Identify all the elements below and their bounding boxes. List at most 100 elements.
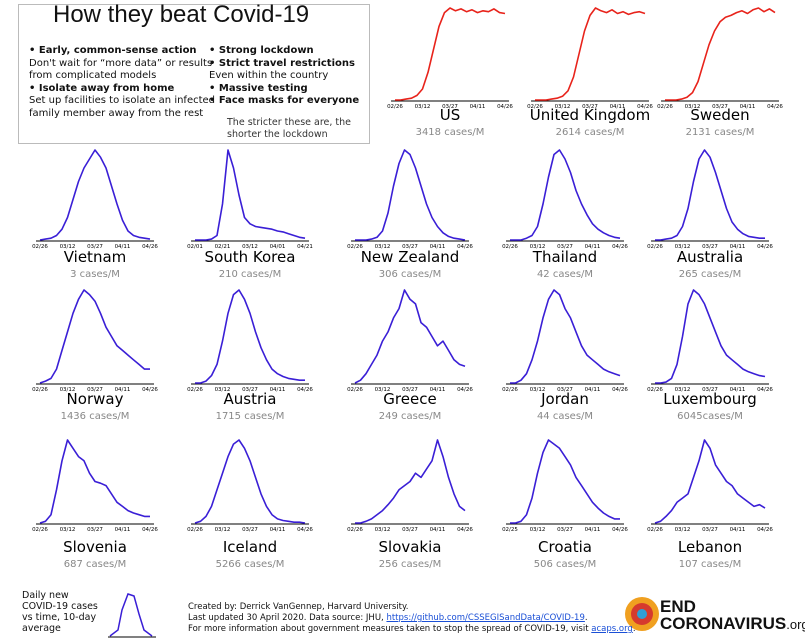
x-tick-label: 03/12	[215, 387, 231, 393]
text: Last updated 30 April 2020. Data source:…	[188, 613, 387, 623]
x-tick-label: 03/12	[415, 104, 431, 110]
x-tick-label: 04/26	[497, 104, 513, 110]
x-tick-label: 02/26	[187, 527, 203, 533]
text: For more information about government me…	[188, 624, 592, 634]
x-tick-label: 04/26	[637, 104, 653, 110]
chart-subtitle: 107 cases/M	[679, 559, 741, 570]
item-heading: Early, common-sense action	[29, 45, 219, 58]
x-tick-label: 02/26	[647, 244, 663, 250]
x-tick-label: 02/25	[502, 527, 518, 533]
x-tick-label: 04/26	[297, 387, 313, 393]
chart-subtitle: 2614 cases/M	[556, 127, 625, 138]
chart-subtitle: 3418 cases/M	[416, 127, 485, 138]
x-tick-label: 04/11	[115, 527, 131, 533]
series-line	[39, 289, 150, 384]
x-tick-label: 04/26	[757, 527, 773, 533]
chart-subtitle: 1715 cases/M	[216, 411, 285, 422]
x-tick-label: 03/27	[87, 527, 103, 533]
x-tick-label: 04/11	[585, 244, 601, 250]
chart-title: Lebanon	[678, 538, 742, 556]
x-tick-label: 04/11	[115, 387, 131, 393]
x-tick-label: 03/12	[375, 527, 391, 533]
x-tick-label: 02/26	[347, 387, 363, 393]
item-heading: Strong lockdown	[209, 45, 369, 58]
item-text: Don't wait for “more data” or results fr…	[29, 57, 213, 82]
footer-line: Last updated 30 April 2020. Data source:…	[188, 613, 636, 624]
x-tick-label: 02/26	[657, 104, 673, 110]
x-tick-label: 03/12	[555, 104, 571, 110]
chart-title: Norway	[67, 390, 124, 408]
x-tick-label: 03/27	[87, 244, 103, 250]
x-tick-label: 04/26	[612, 527, 628, 533]
x-tick-label: 04/11	[270, 387, 286, 393]
chart-title: South Korea	[205, 248, 296, 266]
x-tick-label: 03/12	[675, 244, 691, 250]
x-tick-label: 03/12	[60, 527, 76, 533]
x-tick-label: 03/12	[685, 104, 701, 110]
logo-word: CORONAVIRUS	[660, 614, 787, 633]
x-tick-label: 02/26	[527, 104, 543, 110]
chart-subtitle: 210 cases/M	[219, 269, 281, 280]
text: .	[632, 624, 636, 634]
x-tick-label: 02/01	[187, 244, 203, 250]
footer-line: For more information about government me…	[188, 624, 636, 635]
x-tick-label: 02/26	[32, 387, 48, 393]
series-line	[510, 149, 621, 241]
x-tick-label: 03/27	[442, 104, 458, 110]
x-tick-label: 04/11	[270, 527, 286, 533]
x-tick-label: 04/26	[142, 387, 158, 393]
x-tick-label: 02/26	[347, 244, 363, 250]
x-tick-label: 04/26	[457, 527, 473, 533]
x-tick-label: 03/12	[530, 527, 546, 533]
header-box: How they beat Covid-19 Early, common-sen…	[18, 3, 370, 144]
series-line	[510, 289, 621, 384]
chart-subtitle: 5266 cases/M	[216, 559, 285, 570]
series-line	[510, 439, 620, 524]
x-tick-label: 03/27	[87, 387, 103, 393]
x-tick-label: 04/01	[270, 244, 286, 250]
x-tick-label: 02/26	[647, 527, 663, 533]
x-tick-label: 03/27	[402, 244, 418, 250]
x-tick-label: 03/27	[402, 527, 418, 533]
item-heading: Face masks for everyone	[209, 95, 369, 108]
x-tick-label: 04/26	[612, 244, 628, 250]
chart-subtitle: 2131 cases/M	[686, 127, 755, 138]
chart-title: Slovenia	[63, 538, 127, 556]
chart-title: US	[440, 106, 461, 124]
link[interactable]: https://github.com/CSSEGISandData/COVID-…	[386, 613, 585, 623]
x-tick-label: 04/11	[470, 104, 486, 110]
x-tick-label: 02/26	[32, 527, 48, 533]
x-tick-label: 04/21	[297, 244, 313, 250]
x-tick-label: 03/27	[702, 387, 718, 393]
x-tick-label: 04/26	[142, 244, 158, 250]
footer: Created by: Derrick VanGennep, Harvard U…	[188, 602, 636, 635]
x-tick-label: 03/12	[675, 387, 691, 393]
x-tick-label: 02/26	[387, 104, 403, 110]
x-tick-label: 04/11	[430, 527, 446, 533]
logo-bottom: CORONAVIRUS.org	[660, 615, 805, 633]
x-tick-label: 02/26	[347, 527, 363, 533]
item-heading: Massive testing	[209, 83, 369, 96]
x-tick-label: 02/26	[187, 387, 203, 393]
series-line	[355, 149, 466, 241]
chart-title: New Zealand	[361, 248, 460, 266]
link[interactable]: acaps.org	[591, 624, 633, 634]
x-tick-label: 04/26	[142, 527, 158, 533]
x-tick-label: 04/11	[740, 104, 756, 110]
legend-icon	[109, 593, 153, 637]
x-tick-label: 04/11	[430, 387, 446, 393]
x-tick-label: 04/26	[457, 387, 473, 393]
chart-subtitle: 1436 cases/M	[61, 411, 130, 422]
x-tick-label: 04/11	[730, 527, 746, 533]
logo-top: END	[660, 597, 696, 616]
series-line	[654, 439, 766, 524]
chart-title: Austria	[224, 390, 277, 408]
chart-title: Vietnam	[64, 248, 127, 266]
x-tick-label: 03/27	[702, 244, 718, 250]
series-line	[665, 7, 776, 101]
x-tick-label: 03/27	[557, 244, 573, 250]
x-tick-label: 03/27	[702, 527, 718, 533]
x-tick-label: 04/26	[767, 104, 783, 110]
